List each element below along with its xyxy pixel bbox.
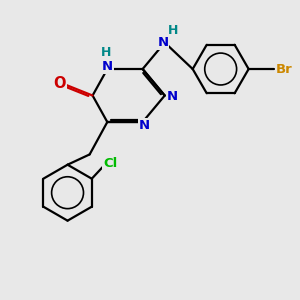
Text: H: H — [100, 46, 111, 59]
Text: Br: Br — [276, 62, 292, 76]
Text: N: N — [158, 36, 169, 49]
Text: O: O — [53, 76, 66, 91]
Text: N: N — [139, 119, 150, 132]
Text: N: N — [167, 91, 178, 103]
Text: H: H — [168, 24, 179, 37]
Text: Cl: Cl — [103, 157, 117, 170]
Text: N: N — [102, 60, 113, 73]
